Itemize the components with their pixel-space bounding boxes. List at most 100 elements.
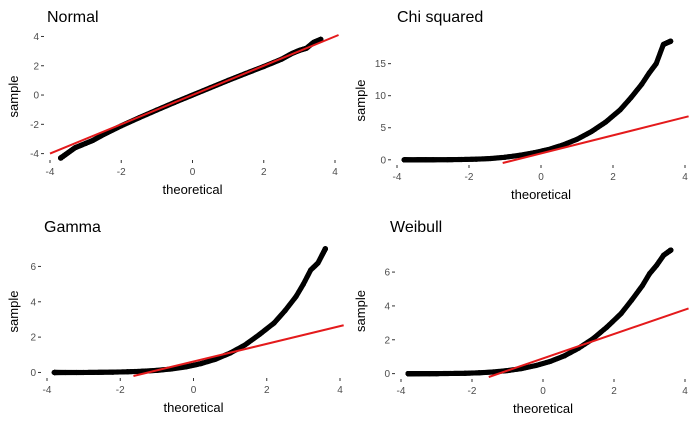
data-point — [490, 369, 496, 375]
y-tick-label: 2 — [384, 335, 390, 346]
data-point — [533, 362, 539, 369]
data-point — [473, 156, 479, 162]
data-point — [668, 38, 674, 44]
data-point — [311, 39, 317, 45]
data-point — [81, 369, 87, 376]
y-tick-label: 5 — [380, 123, 386, 134]
panel-gamma: Gamma -4 -2 0 2 4 0 2 4 6 theoretical sample — [6, 219, 344, 415]
data-point — [519, 365, 525, 372]
y-tick-label: 0 — [33, 91, 39, 102]
points-series — [401, 38, 674, 163]
data-point — [100, 131, 107, 138]
data-point — [516, 152, 523, 158]
y-axis-title: sample — [6, 291, 21, 333]
data-point — [58, 155, 64, 161]
reference-line — [502, 115, 689, 164]
points-series — [51, 246, 328, 376]
points-series — [405, 247, 674, 377]
data-point — [124, 369, 131, 375]
data-point — [412, 157, 418, 163]
data-point — [448, 370, 454, 377]
data-point — [660, 41, 667, 48]
data-point — [433, 371, 440, 377]
x-tick-label: 2 — [264, 385, 270, 396]
reference-line — [488, 307, 689, 378]
x-axis-title: theoretical — [511, 187, 571, 202]
data-point — [90, 137, 96, 144]
x-tick-label: 2 — [261, 167, 267, 178]
y-tick-label: -4 — [30, 149, 39, 160]
x-tick-label: 0 — [190, 167, 196, 178]
data-point — [639, 81, 645, 87]
x-tick-label: 4 — [337, 385, 343, 396]
y-axis-title: sample — [353, 290, 368, 332]
x-tick-label: -2 — [465, 172, 474, 183]
data-point — [476, 370, 482, 376]
panel-chi-squared: Chi squared -4 -2 0 2 4 0 5 10 15 theoretical sampl… — [353, 9, 689, 202]
panel-title: Weibull — [390, 219, 442, 236]
data-point — [183, 364, 189, 370]
data-point — [73, 369, 79, 376]
data-point — [588, 128, 595, 135]
x-tick-label: 0 — [540, 386, 546, 397]
y-tick-label: 0 — [384, 369, 390, 380]
data-point — [322, 246, 328, 252]
data-point — [416, 371, 422, 377]
y-tick-label: 2 — [33, 61, 39, 72]
data-point — [300, 281, 306, 287]
panel-title: Chi squared — [397, 9, 483, 26]
x-tick-label: 2 — [610, 172, 616, 183]
panel-title: Gamma — [44, 219, 101, 236]
data-point — [212, 356, 219, 362]
data-point — [462, 370, 468, 376]
data-point — [661, 252, 667, 258]
data-point — [318, 36, 324, 42]
data-point — [646, 271, 653, 277]
data-point — [617, 107, 623, 113]
data-point — [502, 154, 508, 160]
data-point — [561, 353, 567, 359]
data-point — [603, 119, 609, 125]
data-point — [62, 369, 68, 376]
data-point — [271, 320, 277, 326]
data-point — [282, 308, 288, 314]
data-point — [629, 297, 635, 303]
data-point — [423, 157, 429, 163]
x-tick-label: 0 — [191, 385, 197, 396]
x-tick-label: -4 — [43, 385, 52, 396]
y-tick-label: 2 — [30, 333, 36, 344]
x-axis-title: theoretical — [164, 400, 224, 415]
reference-line — [133, 324, 344, 377]
x-tick-label: 4 — [682, 386, 688, 397]
data-point — [430, 157, 436, 163]
data-point — [459, 156, 465, 163]
x-tick-label: -2 — [468, 386, 477, 397]
y-tick-label: 0 — [380, 155, 386, 166]
data-point — [293, 293, 299, 300]
points-series — [58, 36, 324, 161]
data-point — [653, 61, 659, 67]
x-tick-label: -2 — [116, 385, 125, 396]
panel-normal: Normal -4 -2 0 2 4 -4 -2 0 2 4 theoretical sample — [6, 9, 339, 197]
reference-line — [49, 34, 339, 155]
x-axis-title: theoretical — [163, 182, 223, 197]
x-tick-label: 0 — [538, 172, 544, 183]
y-tick-label: 6 — [30, 262, 36, 273]
data-point — [315, 260, 321, 266]
data-point — [639, 283, 646, 289]
data-point — [110, 369, 116, 375]
data-point — [51, 369, 57, 376]
data-point — [308, 267, 314, 273]
data-point — [139, 368, 145, 374]
data-point — [668, 247, 674, 253]
data-point — [628, 95, 634, 101]
data-point — [654, 262, 660, 268]
x-tick-label: -4 — [397, 386, 406, 397]
x-tick-label: 4 — [682, 172, 688, 183]
data-point — [646, 70, 652, 76]
data-point — [198, 361, 204, 367]
y-tick-label: 15 — [375, 59, 387, 70]
y-tick-label: 10 — [375, 91, 387, 102]
